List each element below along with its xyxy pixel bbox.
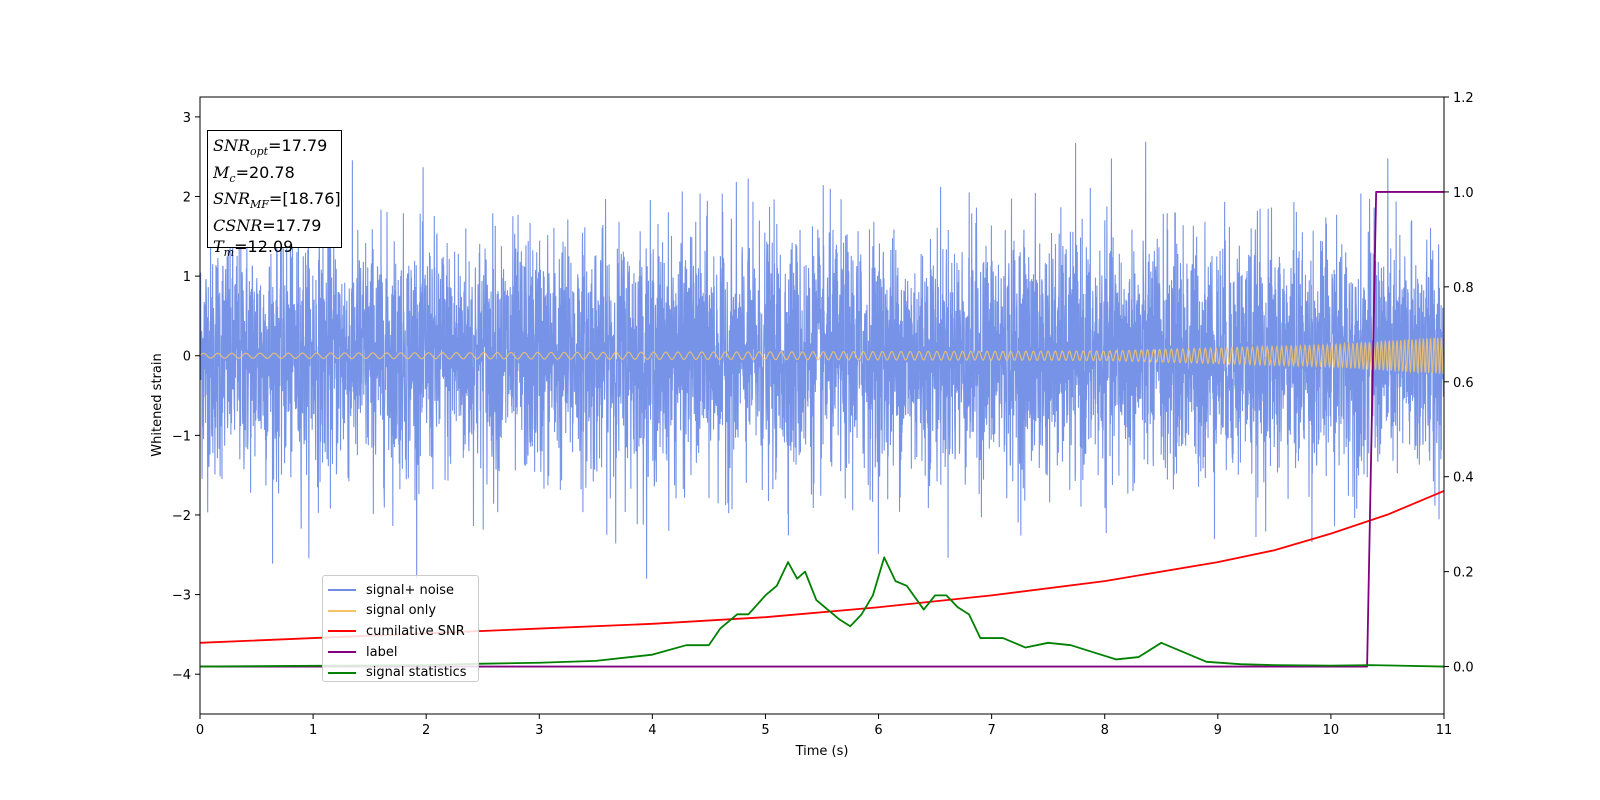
x-tick-label: 9 — [1214, 723, 1222, 738]
series-signal-statistics — [200, 556, 1444, 668]
tm-value: 12.09 — [247, 236, 294, 256]
y-tick-label: −1 — [172, 429, 191, 444]
legend-label: signal only — [366, 603, 437, 619]
x-tick-label: 6 — [874, 723, 882, 738]
x-tick-label: 0 — [196, 723, 204, 738]
legend-item-label: label — [328, 642, 478, 663]
legend-swatch — [328, 671, 356, 674]
y2-tick-label: 0.2 — [1453, 566, 1474, 581]
x-tick-label: 3 — [535, 723, 543, 738]
y-tick-label: 1 — [183, 270, 191, 285]
y2-tick-label: 1.0 — [1453, 186, 1474, 201]
y2-tick-label: 0.0 — [1453, 661, 1474, 676]
csnr-value: 17.79 — [275, 216, 322, 236]
y-axis-label: Whitened strain — [150, 353, 165, 456]
y2-tick-label: 0.6 — [1453, 376, 1474, 391]
y2-tick-label: 1.2 — [1453, 91, 1474, 106]
snr-opt-line: SNRopt=17.79 — [213, 136, 328, 159]
series-signal-only — [200, 337, 1444, 375]
snr-mf-value: [18.76] — [282, 189, 341, 209]
mc-line: Mc=20.78 — [213, 162, 295, 185]
y2-tick-label: 0.4 — [1453, 471, 1474, 486]
snr-mf-line: SNRMF=[18.76] — [213, 189, 341, 212]
legend-swatch — [328, 630, 356, 633]
snr-opt-value: 17.79 — [281, 136, 328, 155]
legend-label: signal statistics — [366, 665, 467, 681]
legend-item-cumulative-snr: cumilative SNR — [328, 621, 478, 642]
x-tick-label: 7 — [987, 723, 995, 738]
y-tick-label: −3 — [172, 589, 191, 604]
y-tick-label: 2 — [183, 191, 191, 206]
y2-tick-label: 0.8 — [1453, 281, 1474, 296]
annotation-box: SNRopt=17.79 Mc=20.78 SNRMF=[18.76] CSNR… — [207, 130, 342, 259]
legend: signal+ noise signal only cumilative SNR… — [322, 575, 479, 682]
legend-item-signal-only: signal only — [328, 601, 478, 622]
legend-swatch — [328, 589, 356, 592]
legend-item-signal-noise: signal+ noise — [328, 580, 478, 601]
x-tick-label: 1 — [309, 723, 317, 738]
x-tick-label: 5 — [761, 723, 769, 738]
x-tick-label: 4 — [648, 723, 656, 738]
x-tick-label: 2 — [422, 723, 430, 738]
legend-item-signal-statistics: signal statistics — [328, 662, 478, 683]
y-tick-label: 0 — [183, 350, 191, 365]
y-tick-label: −4 — [172, 668, 191, 683]
x-axis-label: Time (s) — [795, 744, 849, 759]
legend-label: cumilative SNR — [366, 623, 465, 639]
legend-label: signal+ noise — [366, 582, 455, 598]
y-tick-label: −2 — [172, 509, 191, 524]
y-tick-label: 3 — [183, 111, 191, 126]
y-axis-ticks: 3 2 1 0 −1 −2 −3 −4 — [172, 111, 200, 683]
csnr-line: CSNR=17.79 — [213, 216, 322, 236]
legend-swatch — [328, 651, 356, 654]
x-tick-label: 10 — [1323, 723, 1340, 738]
legend-label: label — [366, 644, 398, 660]
y2-axis-ticks: 1.2 1.0 0.8 0.6 0.4 0.2 0.0 — [1444, 91, 1474, 676]
tm-line: Tm=12.09 — [213, 236, 294, 259]
x-axis-ticks: 0 1 2 3 4 5 6 7 8 9 10 11 — [196, 714, 1452, 738]
series-label — [200, 191, 1444, 668]
x-tick-label: 11 — [1436, 723, 1453, 738]
plot-frame — [199, 96, 1445, 715]
series-signal-noise — [200, 141, 1444, 579]
x-tick-label: 8 — [1101, 723, 1109, 738]
legend-swatch — [328, 609, 356, 612]
mc-value: 20.78 — [248, 162, 295, 182]
